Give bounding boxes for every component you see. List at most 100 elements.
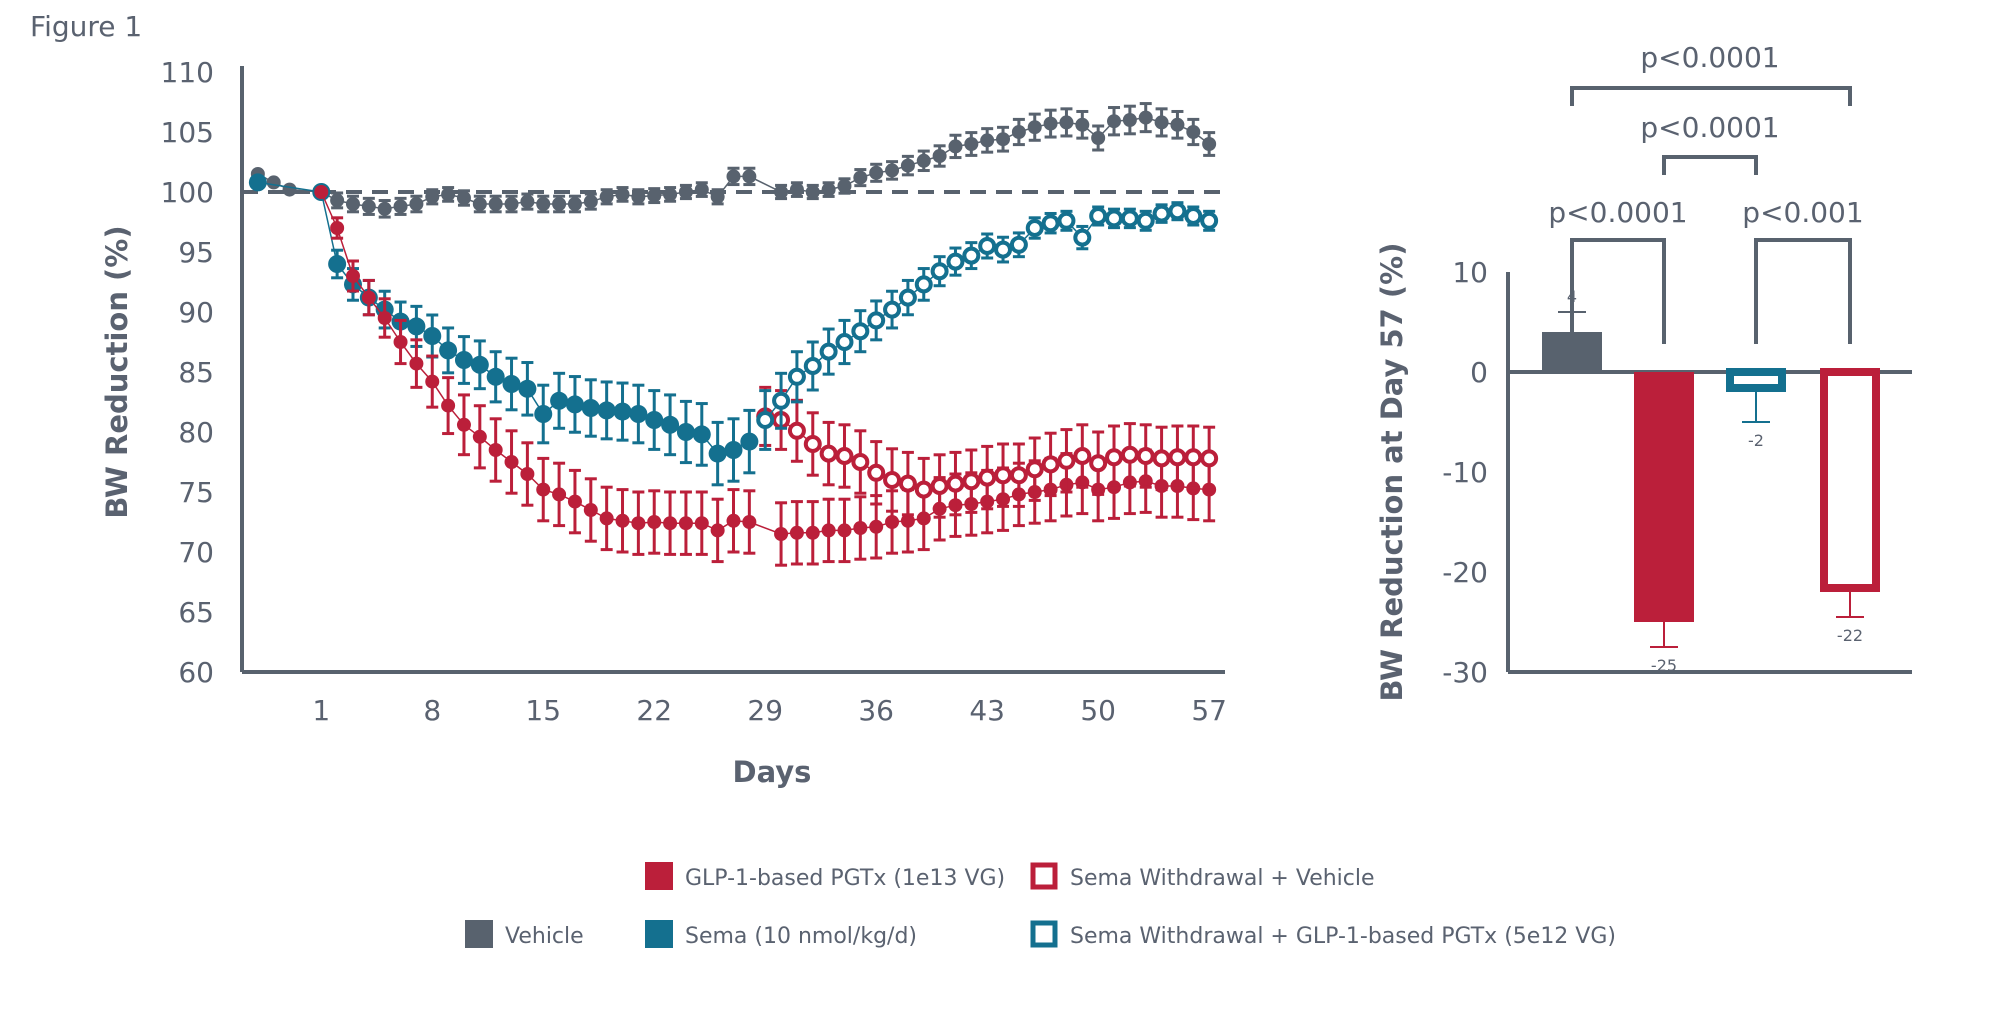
line-chart: 60 65 70 75 80 85 90 95 100 105 110 1 8 15 22 29 36 43 50 5… <box>100 56 1227 789</box>
data-point <box>1186 125 1201 139</box>
data-point <box>663 516 678 531</box>
significance-bracket <box>1754 238 1852 344</box>
data-point <box>914 480 933 499</box>
data-point <box>520 467 535 481</box>
data-point <box>837 179 852 193</box>
data-point <box>1105 209 1124 228</box>
data-point <box>851 322 870 341</box>
data-point <box>1059 115 1074 130</box>
data-point <box>470 355 489 374</box>
data-point <box>772 391 791 410</box>
data-point <box>1041 455 1060 474</box>
data-point <box>916 153 931 168</box>
y-tick-label: 80 <box>178 416 214 449</box>
legend-item-glp-1-based-pgtx-1e13-vg-: GLP-1-based PGTx (1e13 VG) <box>645 862 1005 891</box>
data-point <box>742 169 757 184</box>
data-point <box>726 513 741 528</box>
data-point <box>1200 449 1219 468</box>
data-point <box>803 435 822 453</box>
data-point <box>1122 113 1137 127</box>
bar-y-tick-label: -10 <box>1442 456 1488 489</box>
data-point <box>740 432 759 451</box>
bar-y-axis-title: BW Reduction at Day 57 (%) <box>1375 243 1409 702</box>
legend-item-sema-10-nmol-kg-d-: Sema (10 nmol/kg/d) <box>645 920 917 949</box>
bar-y-tick-label: 10 <box>1452 256 1488 289</box>
x-tick-label: 57 <box>1191 694 1227 727</box>
data-point <box>1089 454 1108 473</box>
data-point <box>774 185 789 199</box>
data-point <box>962 246 981 265</box>
data-point <box>629 405 648 423</box>
data-point <box>932 149 947 163</box>
y-tick-label: 75 <box>178 476 214 509</box>
bar-value-label: -2 <box>1748 431 1764 450</box>
legend: Vehicle GLP-1-based PGTx (1e13 VG) Sema (1… <box>465 862 1616 949</box>
data-point <box>552 487 567 502</box>
data-point <box>1011 125 1026 139</box>
x-tick-label: 43 <box>969 694 1005 727</box>
data-point <box>423 327 442 345</box>
data-point <box>694 182 709 197</box>
legend-label: Vehicle <box>505 924 584 949</box>
data-point <box>647 515 662 529</box>
data-point <box>425 374 440 389</box>
data-point <box>1202 137 1217 151</box>
p-value-label: p<0.0001 <box>1640 41 1779 74</box>
data-point <box>345 197 360 211</box>
data-point <box>409 197 424 211</box>
data-point <box>678 516 693 531</box>
data-point <box>1025 460 1044 479</box>
data-point <box>1136 211 1155 230</box>
data-point <box>472 429 487 444</box>
data-point <box>978 237 997 255</box>
data-point <box>1073 447 1092 465</box>
data-point <box>980 133 995 148</box>
data-point <box>898 288 917 307</box>
significance-bracket <box>1570 238 1666 344</box>
data-point <box>883 471 902 489</box>
data-point <box>710 523 725 538</box>
data-point <box>805 525 820 540</box>
data-point <box>330 221 345 235</box>
data-point <box>694 516 709 531</box>
data-point <box>837 523 852 538</box>
data-point <box>1184 207 1203 225</box>
data-point <box>851 453 870 471</box>
y-tick-label: 95 <box>178 236 214 269</box>
data-point <box>853 170 868 185</box>
data-point <box>1120 445 1139 464</box>
data-point <box>615 187 630 202</box>
data-point <box>710 189 725 204</box>
data-point <box>314 185 329 199</box>
data-point <box>1057 451 1076 470</box>
data-point <box>996 132 1011 147</box>
data-point <box>520 194 535 209</box>
legend-swatch <box>1030 862 1058 890</box>
legend-item-sema-withdrawal-glp-1-based-pgtx-5e12-vg-: Sema Withdrawal + GLP-1-based PGTx (5e12… <box>1030 920 1616 949</box>
data-point <box>361 199 376 214</box>
legend-swatch <box>1030 920 1058 948</box>
data-point <box>819 444 838 463</box>
data-point <box>994 466 1013 485</box>
data-point <box>869 165 884 180</box>
data-point <box>567 197 582 211</box>
data-point <box>377 201 392 216</box>
series-sema-withdrawal-vehicle <box>756 385 1219 523</box>
data-point <box>502 375 521 393</box>
legend-item-sema-withdrawal-vehicle: Sema Withdrawal + Vehicle <box>1030 862 1375 891</box>
data-point <box>930 262 949 281</box>
data-point <box>518 379 537 398</box>
bar-value-label: -22 <box>1837 626 1863 645</box>
data-point <box>282 182 297 197</box>
data-point <box>1025 219 1044 237</box>
x-tick-label: 22 <box>636 694 672 727</box>
legend-swatch <box>645 862 673 890</box>
data-point <box>946 474 965 493</box>
legend-label: GLP-1-based PGTx (1e13 VG) <box>685 866 1005 891</box>
data-point <box>1057 211 1076 230</box>
data-point <box>914 275 933 294</box>
y-tick-label: 65 <box>178 596 214 629</box>
data-point <box>948 139 963 154</box>
legend-label: Sema Withdrawal + GLP-1-based PGTx (5e12… <box>1070 924 1616 949</box>
data-point <box>867 463 886 482</box>
